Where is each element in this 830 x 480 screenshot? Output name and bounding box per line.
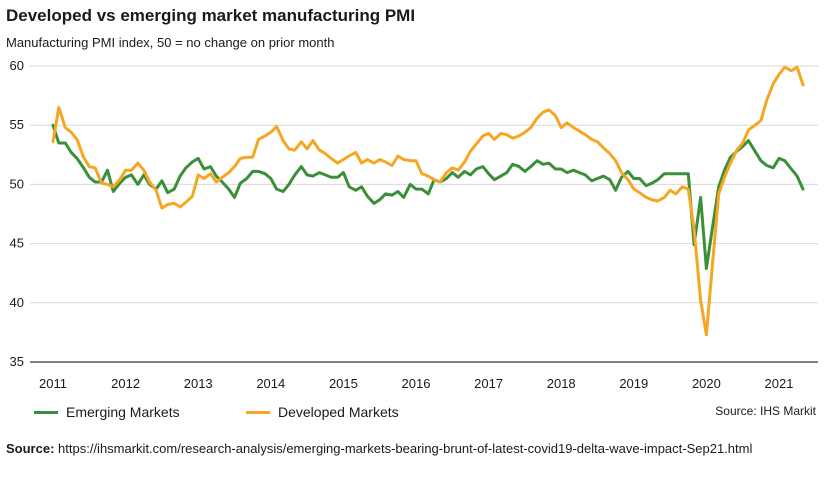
legend-label-emerging: Emerging Markets <box>66 404 180 420</box>
footer-source-label: Source: <box>6 441 55 456</box>
x-tick-label: 2011 <box>39 376 67 391</box>
footer-source: Source: https://ihsmarkit.com/research-a… <box>6 440 806 458</box>
legend-swatch-emerging <box>34 410 58 414</box>
y-tick-label: 35 <box>10 354 24 369</box>
legend-label-developed: Developed Markets <box>278 404 399 420</box>
chart-subtitle: Manufacturing PMI index, 50 = no change … <box>6 35 335 50</box>
legend-swatch-developed <box>246 410 270 414</box>
y-tick-label: 55 <box>10 117 24 132</box>
x-tick-label: 2017 <box>474 376 503 391</box>
y-tick-labels: 35 40 45 50 55 60 <box>10 58 24 369</box>
x-tick-label: 2012 <box>111 376 140 391</box>
legend-item-emerging: Emerging Markets <box>34 404 180 420</box>
y-tick-label: 60 <box>10 58 24 73</box>
series-lines <box>51 65 805 337</box>
y-tick-label: 50 <box>10 176 24 191</box>
source-note: Source: IHS Markit <box>715 404 816 418</box>
x-tick-label: 2014 <box>256 376 285 391</box>
series-line-developed-markets <box>51 65 805 337</box>
chart-title: Developed vs emerging market manufacturi… <box>6 6 416 25</box>
x-tick-label: 2018 <box>547 376 576 391</box>
legend-item-developed: Developed Markets <box>246 404 399 420</box>
x-tick-labels: 2011 2012 2013 2014 2015 2016 2017 2018 2019 2020… <box>39 376 793 391</box>
x-tick-label: 2013 <box>184 376 213 391</box>
x-tick-label: 2019 <box>619 376 648 391</box>
x-tick-label: 2021 <box>765 376 794 391</box>
y-tick-label: 45 <box>10 236 24 251</box>
grid-lines <box>30 65 818 363</box>
footer-source-url[interactable]: https://ihsmarkit.com/research-analysis/… <box>58 441 753 456</box>
y-tick-label: 40 <box>10 295 24 310</box>
x-tick-label: 2015 <box>329 376 358 391</box>
x-tick-label: 2020 <box>692 376 721 391</box>
x-tick-label: 2016 <box>402 376 431 391</box>
series-line-emerging-markets <box>51 123 805 270</box>
